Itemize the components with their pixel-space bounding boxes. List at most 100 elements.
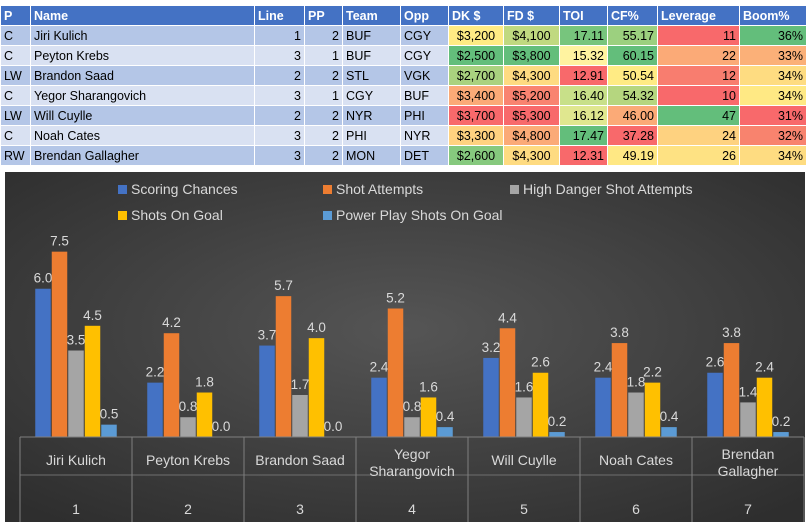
data-label: 1.6 xyxy=(515,379,534,394)
cell-pp: 2 xyxy=(304,25,343,46)
cell-boom-pct: 33% xyxy=(739,45,806,66)
bar xyxy=(661,427,677,437)
table-row: C Jiri Kulich 1 2 BUF CGY $3,200 $4,100 17.11 55.… xyxy=(0,25,806,46)
player-projection-table: P Name Line PP Team Opp DK $ FD $ TOI CF… xyxy=(0,5,806,166)
cell-cf-pct: 37.28 xyxy=(607,125,658,146)
cell-team: BUF xyxy=(342,25,401,46)
bar xyxy=(740,402,756,437)
chart-background xyxy=(5,172,805,522)
data-label: 4.4 xyxy=(498,310,517,325)
header-toi[interactable]: TOI xyxy=(559,5,608,26)
data-label: 0.0 xyxy=(212,419,231,434)
data-label: 2.4 xyxy=(370,360,389,375)
table-row: C Peyton Krebs 3 1 BUF CGY $2,500 $3,800 15.32 60… xyxy=(0,45,806,66)
header-fd-salary[interactable]: FD $ xyxy=(503,5,560,26)
data-label: 5.7 xyxy=(274,278,293,293)
data-label: 6.0 xyxy=(34,271,53,286)
cell-line: 3 xyxy=(254,145,305,166)
cell-position: RW xyxy=(0,145,31,166)
cell-dk-salary: $3,400 xyxy=(448,85,504,106)
bar xyxy=(595,377,611,437)
data-label: 1.8 xyxy=(195,375,214,390)
cell-position: C xyxy=(0,25,31,46)
header-team[interactable]: Team xyxy=(342,5,401,26)
cell-leverage: 24 xyxy=(657,125,740,146)
legend-swatch xyxy=(118,211,127,220)
category-label: Gallagher xyxy=(718,463,779,479)
cell-line: 1 xyxy=(254,25,305,46)
data-label: 2.6 xyxy=(706,355,725,370)
cell-line: 2 xyxy=(254,105,305,126)
cell-boom-pct: 36% xyxy=(739,25,806,46)
cell-dk-salary: $3,700 xyxy=(448,105,504,126)
bar xyxy=(437,427,453,437)
cell-leverage: 12 xyxy=(657,65,740,86)
cell-name: Noah Cates xyxy=(30,125,255,146)
category-index-label: 7 xyxy=(744,501,752,517)
cell-fd-salary: $3,800 xyxy=(503,45,560,66)
data-label: 1.4 xyxy=(739,384,758,399)
bar xyxy=(275,296,292,437)
cell-pp: 1 xyxy=(304,85,343,106)
bar xyxy=(756,377,773,437)
bar xyxy=(420,397,437,437)
cell-leverage: 10 xyxy=(657,85,740,106)
cell-name: Peyton Krebs xyxy=(30,45,255,66)
bar xyxy=(163,333,180,437)
header-name[interactable]: Name xyxy=(30,5,255,26)
table-row: RW Brendan Gallagher 3 2 MON DET $2,600 $4,300 1… xyxy=(0,145,806,166)
header-opp[interactable]: Opp xyxy=(400,5,449,26)
data-label: 7.5 xyxy=(50,234,69,249)
data-label: 3.8 xyxy=(722,325,741,340)
legend-label: Power Play Shots On Goal xyxy=(336,207,503,223)
category-label: Brendan xyxy=(722,446,775,462)
cell-opp: PHI xyxy=(400,105,449,126)
data-label: 5.2 xyxy=(386,290,405,305)
cell-name: Yegor Sharangovich xyxy=(30,85,255,106)
chart-legend: Scoring Chances Shot Attempts High Danger … xyxy=(118,181,693,223)
data-label: 0.5 xyxy=(100,407,119,422)
data-label: 2.2 xyxy=(643,365,662,380)
cell-team: BUF xyxy=(342,45,401,66)
cell-toi: 12.31 xyxy=(559,145,608,166)
bar xyxy=(628,392,644,437)
header-dk-salary[interactable]: DK $ xyxy=(448,5,504,26)
category-index-label: 1 xyxy=(72,501,80,517)
bar xyxy=(707,372,723,437)
bar xyxy=(292,394,308,437)
bar xyxy=(404,417,420,437)
legend-label: High Danger Shot Attempts xyxy=(523,181,693,197)
cell-boom-pct: 31% xyxy=(739,105,806,126)
bar xyxy=(101,424,117,437)
bar xyxy=(371,377,387,437)
category-index-label: 2 xyxy=(184,501,192,517)
header-leverage[interactable]: Leverage xyxy=(657,5,740,26)
data-label: 2.6 xyxy=(531,355,550,370)
header-line[interactable]: Line xyxy=(254,5,305,26)
bar xyxy=(68,350,84,437)
bar xyxy=(723,343,740,437)
header-cf-pct[interactable]: CF% xyxy=(607,5,658,26)
cell-pp: 2 xyxy=(304,125,343,146)
category-label: Noah Cates xyxy=(599,452,673,468)
bar xyxy=(516,397,532,437)
cell-name: Brendan Gallagher xyxy=(30,145,255,166)
data-label: 3.5 xyxy=(67,333,86,348)
cell-dk-salary: $3,200 xyxy=(448,25,504,46)
cell-position: LW xyxy=(0,105,31,126)
cell-leverage: 26 xyxy=(657,145,740,166)
cell-dk-salary: $2,700 xyxy=(448,65,504,86)
legend-label: Shots On Goal xyxy=(131,207,223,223)
legend-swatch xyxy=(510,185,519,194)
header-position[interactable]: P xyxy=(0,5,31,26)
cell-pp: 2 xyxy=(304,145,343,166)
table-row: C Yegor Sharangovich 3 1 CGY BUF $3,400 $5,200 1… xyxy=(0,85,806,106)
player-stats-bar-chart: Scoring Chances Shot Attempts High Danger … xyxy=(5,172,805,522)
cell-leverage: 22 xyxy=(657,45,740,66)
cell-pp: 2 xyxy=(304,65,343,86)
cell-line: 3 xyxy=(254,85,305,106)
data-label: 0.2 xyxy=(548,414,567,429)
header-pp[interactable]: PP xyxy=(304,5,343,26)
header-boom-pct[interactable]: Boom% xyxy=(739,5,806,26)
cell-line: 3 xyxy=(254,125,305,146)
